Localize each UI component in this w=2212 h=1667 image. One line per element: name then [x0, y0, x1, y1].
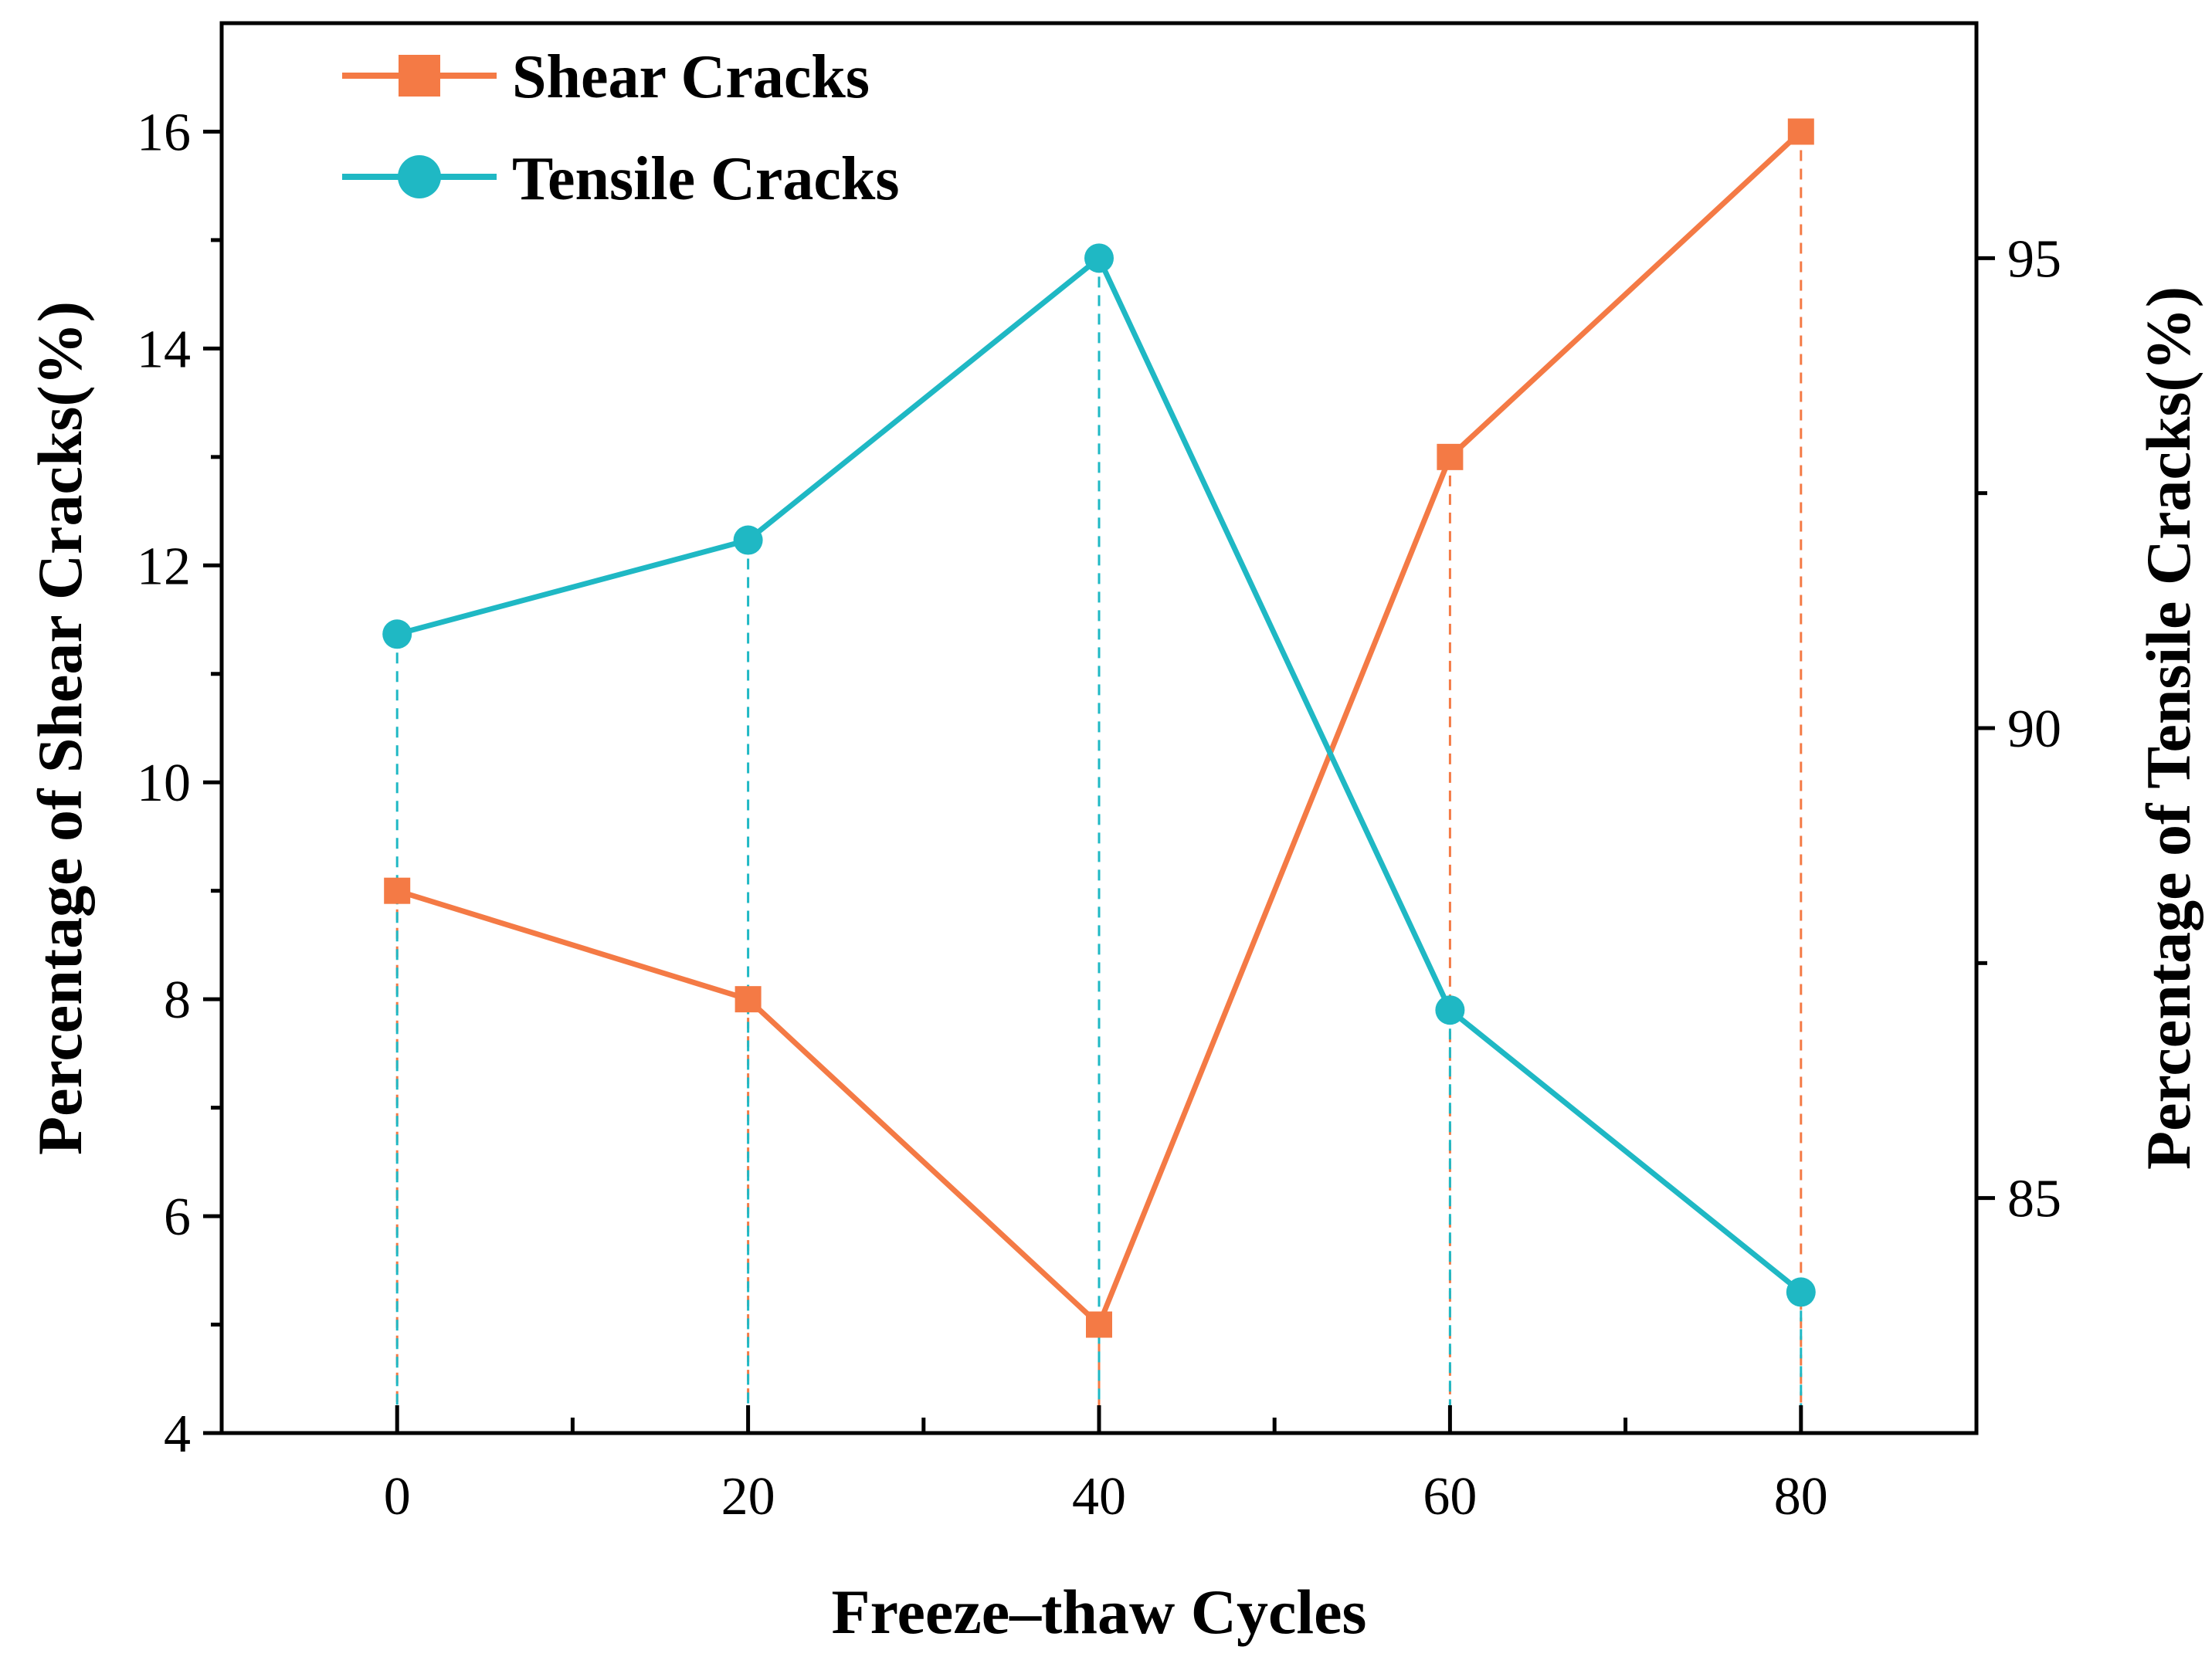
- shear-point: [1437, 443, 1464, 470]
- y-left-tick-label: 4: [164, 1404, 191, 1464]
- legend-tensile-label: Tensile Cracks: [512, 145, 900, 213]
- y-right-tick-label: 85: [2007, 1170, 2061, 1229]
- drop-lines: [395, 131, 1803, 1433]
- y-left-tick-label: 14: [137, 320, 191, 379]
- y-right-tick-label: 95: [2007, 229, 2061, 289]
- y-left-tick-label: 16: [137, 103, 191, 162]
- series-markers: [382, 118, 1816, 1338]
- legend: Shear Cracks Tensile Cracks: [342, 43, 900, 213]
- tensile-point: [1084, 243, 1114, 273]
- y-left-tick-label: 6: [164, 1188, 191, 1247]
- tensile-point: [382, 619, 412, 649]
- tensile-point: [1786, 1277, 1816, 1307]
- y-axis-left-title: Percentage of Shear Cracks(%): [25, 301, 95, 1155]
- x-tick-label: 20: [721, 1467, 775, 1526]
- x-tick-label: 80: [1774, 1467, 1828, 1526]
- shear-point: [1086, 1311, 1112, 1338]
- tensile-point: [733, 525, 763, 555]
- x-tick-label: 60: [1423, 1467, 1477, 1526]
- shear-point: [384, 877, 411, 904]
- y-left-tick-label: 10: [137, 754, 191, 813]
- y-left-tick-label: 12: [137, 537, 191, 596]
- x-axis-title: Freeze–thaw Cycles: [832, 1577, 1367, 1647]
- tensile-point: [1435, 995, 1465, 1025]
- x-tick-label: 40: [1072, 1467, 1126, 1526]
- legend-tensile-marker: [398, 155, 441, 198]
- tick-labels: 0 20 40 60 80 4 6 8 10 12 14 16 85 90 95: [137, 103, 2061, 1526]
- shear-point: [1787, 118, 1814, 145]
- legend-shear-marker: [399, 55, 440, 97]
- axis-ticks: [203, 129, 1995, 1435]
- x-tick-label: 0: [384, 1467, 411, 1526]
- legend-shear-label: Shear Cracks: [512, 43, 870, 111]
- y-axis-right-title: Percentage of Tensile Cracks(%): [2133, 286, 2204, 1170]
- shear-point: [735, 986, 762, 1013]
- y-right-tick-label: 90: [2007, 700, 2061, 759]
- y-left-tick-label: 8: [164, 971, 191, 1030]
